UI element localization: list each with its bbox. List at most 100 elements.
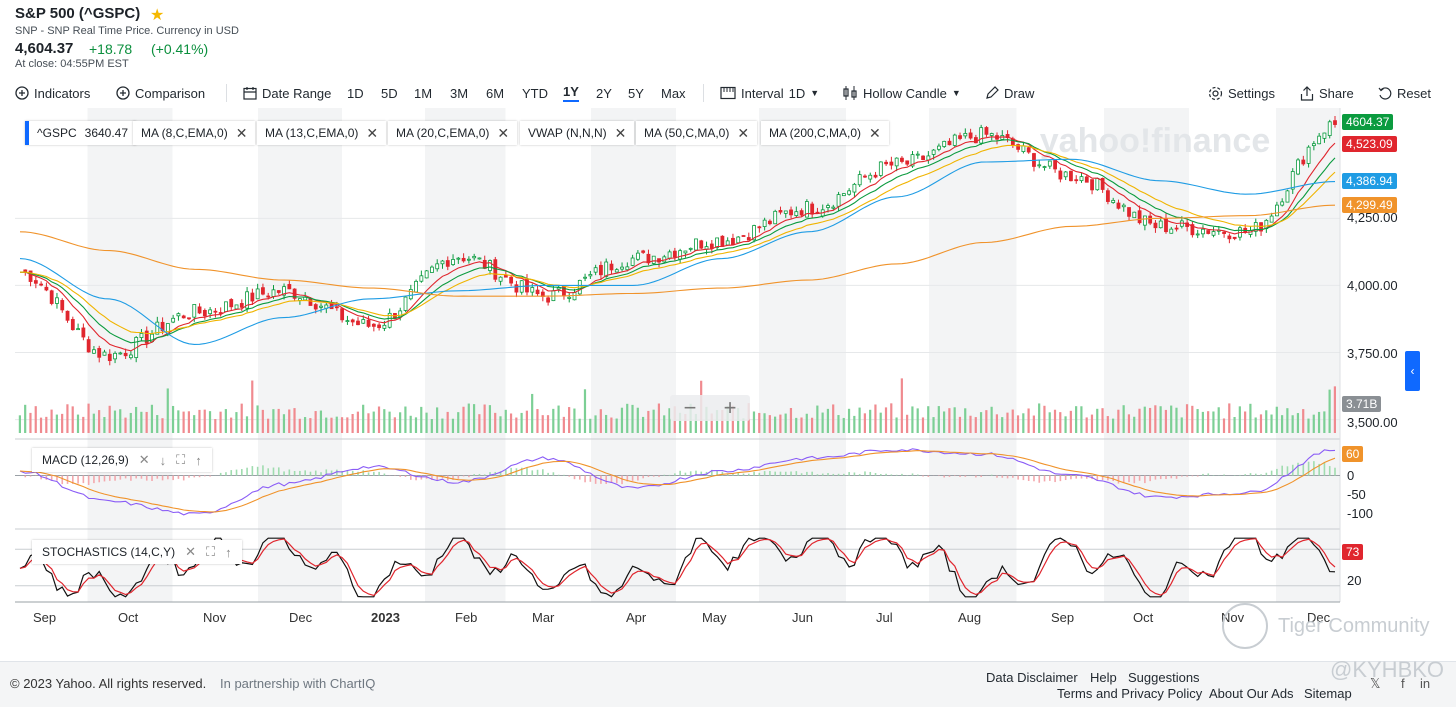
panel-collapse-button[interactable]: ‹ xyxy=(1405,351,1420,391)
macd-hist-bar xyxy=(1070,475,1072,480)
draw-button[interactable]: Draw xyxy=(985,84,1034,102)
macd-hist-bar xyxy=(77,475,79,484)
range-1m[interactable]: 1M xyxy=(414,85,433,101)
macd-hist-bar xyxy=(996,475,998,478)
partner-link[interactable]: In partnership with ChartIQ xyxy=(220,676,376,691)
macd-hist-bar xyxy=(1012,475,1014,478)
range-6m[interactable]: 6M xyxy=(486,85,505,101)
candle-body xyxy=(350,319,355,323)
footer-link-terms[interactable]: Terms and Privacy Policy xyxy=(1057,686,1203,701)
footer-link-help[interactable]: Help xyxy=(1090,670,1117,685)
study-chip-ma20[interactable]: MA (20,C,EMA,0) ✕ xyxy=(388,121,518,145)
volume-bar xyxy=(441,418,444,433)
footer-link-sitemap[interactable]: Sitemap xyxy=(1304,686,1352,701)
range-1d[interactable]: 1D xyxy=(347,85,364,101)
macd-hist-bar xyxy=(193,475,196,478)
candle-body xyxy=(736,236,741,244)
candle-body xyxy=(435,263,440,270)
macd-hist-bar xyxy=(779,471,782,476)
candle-body xyxy=(1269,215,1274,223)
zoom-out-button[interactable]: − xyxy=(683,395,697,420)
close-icon[interactable]: ✕ xyxy=(737,124,750,141)
macd-hist-bar xyxy=(1085,475,1088,479)
date-range-button[interactable]: Date Range xyxy=(243,84,331,102)
range-1y[interactable]: 1Y xyxy=(563,84,579,102)
share-button[interactable]: Share xyxy=(1300,84,1354,102)
macd-hist-bar xyxy=(716,470,718,476)
arrow-up-icon[interactable]: ↑ xyxy=(195,452,202,468)
volume-bar xyxy=(1280,415,1284,433)
candle-body xyxy=(1021,145,1026,152)
study-chip-ma8[interactable]: MA (8,C,EMA,0) ✕ xyxy=(133,121,256,145)
x-icon[interactable]: 𝕏 xyxy=(1370,676,1381,691)
macd-hist-bar xyxy=(927,475,930,477)
reset-icon xyxy=(1378,86,1392,100)
candle-body xyxy=(1084,176,1089,183)
study-chip-vwap[interactable]: VWAP (N,N,N) ✕ xyxy=(520,121,635,145)
range-3m[interactable]: 3M xyxy=(450,85,469,101)
interval-dropdown[interactable]: Interval 1D ▼ xyxy=(720,84,819,102)
indicators-button[interactable]: Indicators xyxy=(15,84,90,102)
close-icon[interactable]: ✕ xyxy=(185,544,197,559)
macd-hist-bar xyxy=(262,465,264,476)
expand-icon[interactable]: ⛶ xyxy=(206,544,216,559)
candle-body xyxy=(958,135,962,139)
candle-body xyxy=(678,250,683,260)
range-2y[interactable]: 2Y xyxy=(596,85,612,101)
study-label: MA (200,C,MA,0) xyxy=(769,126,862,140)
macd-hist-bar xyxy=(763,471,766,476)
price-chart[interactable]: yahoo!finance xyxy=(0,108,1456,608)
candle-body xyxy=(250,292,255,302)
close-icon[interactable]: ✕ xyxy=(869,124,881,141)
study-chip-symbol[interactable]: ^GSPC 3640.47 xyxy=(25,121,137,145)
facebook-icon[interactable]: f xyxy=(1401,676,1405,691)
footer-link-suggestions[interactable]: Suggestions xyxy=(1128,670,1200,685)
close-icon[interactable]: ✕ xyxy=(138,452,150,467)
macd-hist-bar xyxy=(1196,475,1199,477)
volume-bar xyxy=(330,417,333,433)
range-max[interactable]: Max xyxy=(661,85,686,101)
chevron-down-icon: ▼ xyxy=(951,88,961,98)
watchlist-star-icon[interactable]: ★ xyxy=(150,7,165,24)
study-chip-ma200[interactable]: MA (200,C,MA,0) ✕ xyxy=(761,121,889,145)
macd-hist-bar xyxy=(330,470,333,476)
reset-button[interactable]: Reset xyxy=(1378,84,1431,102)
macd-hist-bar xyxy=(520,467,523,476)
range-5d[interactable]: 5D xyxy=(381,85,398,101)
x-tick-label: 2023 xyxy=(371,610,400,625)
volume-bar xyxy=(1291,415,1294,433)
close-icon[interactable]: ✕ xyxy=(366,124,379,141)
range-5y[interactable]: 5Y xyxy=(628,85,644,101)
study-chip-ma50[interactable]: MA (50,C,MA,0) ✕ xyxy=(636,121,758,145)
plus-circle-icon xyxy=(116,86,130,100)
chart-type-dropdown[interactable]: Hollow Candle ▼ xyxy=(842,84,961,102)
macd-hist-bar xyxy=(124,475,127,479)
close-icon[interactable]: ✕ xyxy=(235,124,248,141)
volume-bar xyxy=(483,404,486,433)
candle-body xyxy=(646,253,651,264)
study-chip-ma13[interactable]: MA (13,C,EMA,0) ✕ xyxy=(257,121,387,145)
candle-body xyxy=(371,323,376,327)
macd-hist-bar xyxy=(769,471,771,476)
comparison-button[interactable]: Comparison xyxy=(116,84,205,102)
stochastics-chip[interactable]: STOCHASTICS (14,C,Y) ✕ ⛶ ↑ xyxy=(32,540,242,564)
linkedin-icon[interactable]: in xyxy=(1420,676,1431,691)
close-icon[interactable]: ✕ xyxy=(497,124,510,141)
candle-body xyxy=(694,238,698,251)
macd-chip[interactable]: MACD (12,26,9) ✕ ↓ ⛶ ↑ xyxy=(32,448,212,472)
volume-bar xyxy=(1212,411,1215,433)
arrow-up-icon[interactable]: ↑ xyxy=(225,544,232,560)
arrow-down-icon[interactable]: ↓ xyxy=(159,452,167,468)
close-icon[interactable]: ✕ xyxy=(614,124,627,141)
range-ytd[interactable]: YTD xyxy=(522,85,548,101)
expand-icon[interactable]: ⛶ xyxy=(176,452,186,467)
candle-body xyxy=(546,297,551,303)
footer-link-disclaimer[interactable]: Data Disclaimer xyxy=(986,670,1078,685)
candle-body xyxy=(261,287,265,295)
zoom-in-button[interactable]: + xyxy=(723,395,737,420)
symbol-value: 3640.47 xyxy=(84,126,129,140)
settings-button[interactable]: Settings xyxy=(1208,84,1275,102)
footer-link-ads[interactable]: About Our Ads xyxy=(1209,686,1294,701)
macd-hist-bar xyxy=(283,471,285,476)
volume-bar xyxy=(594,415,597,433)
